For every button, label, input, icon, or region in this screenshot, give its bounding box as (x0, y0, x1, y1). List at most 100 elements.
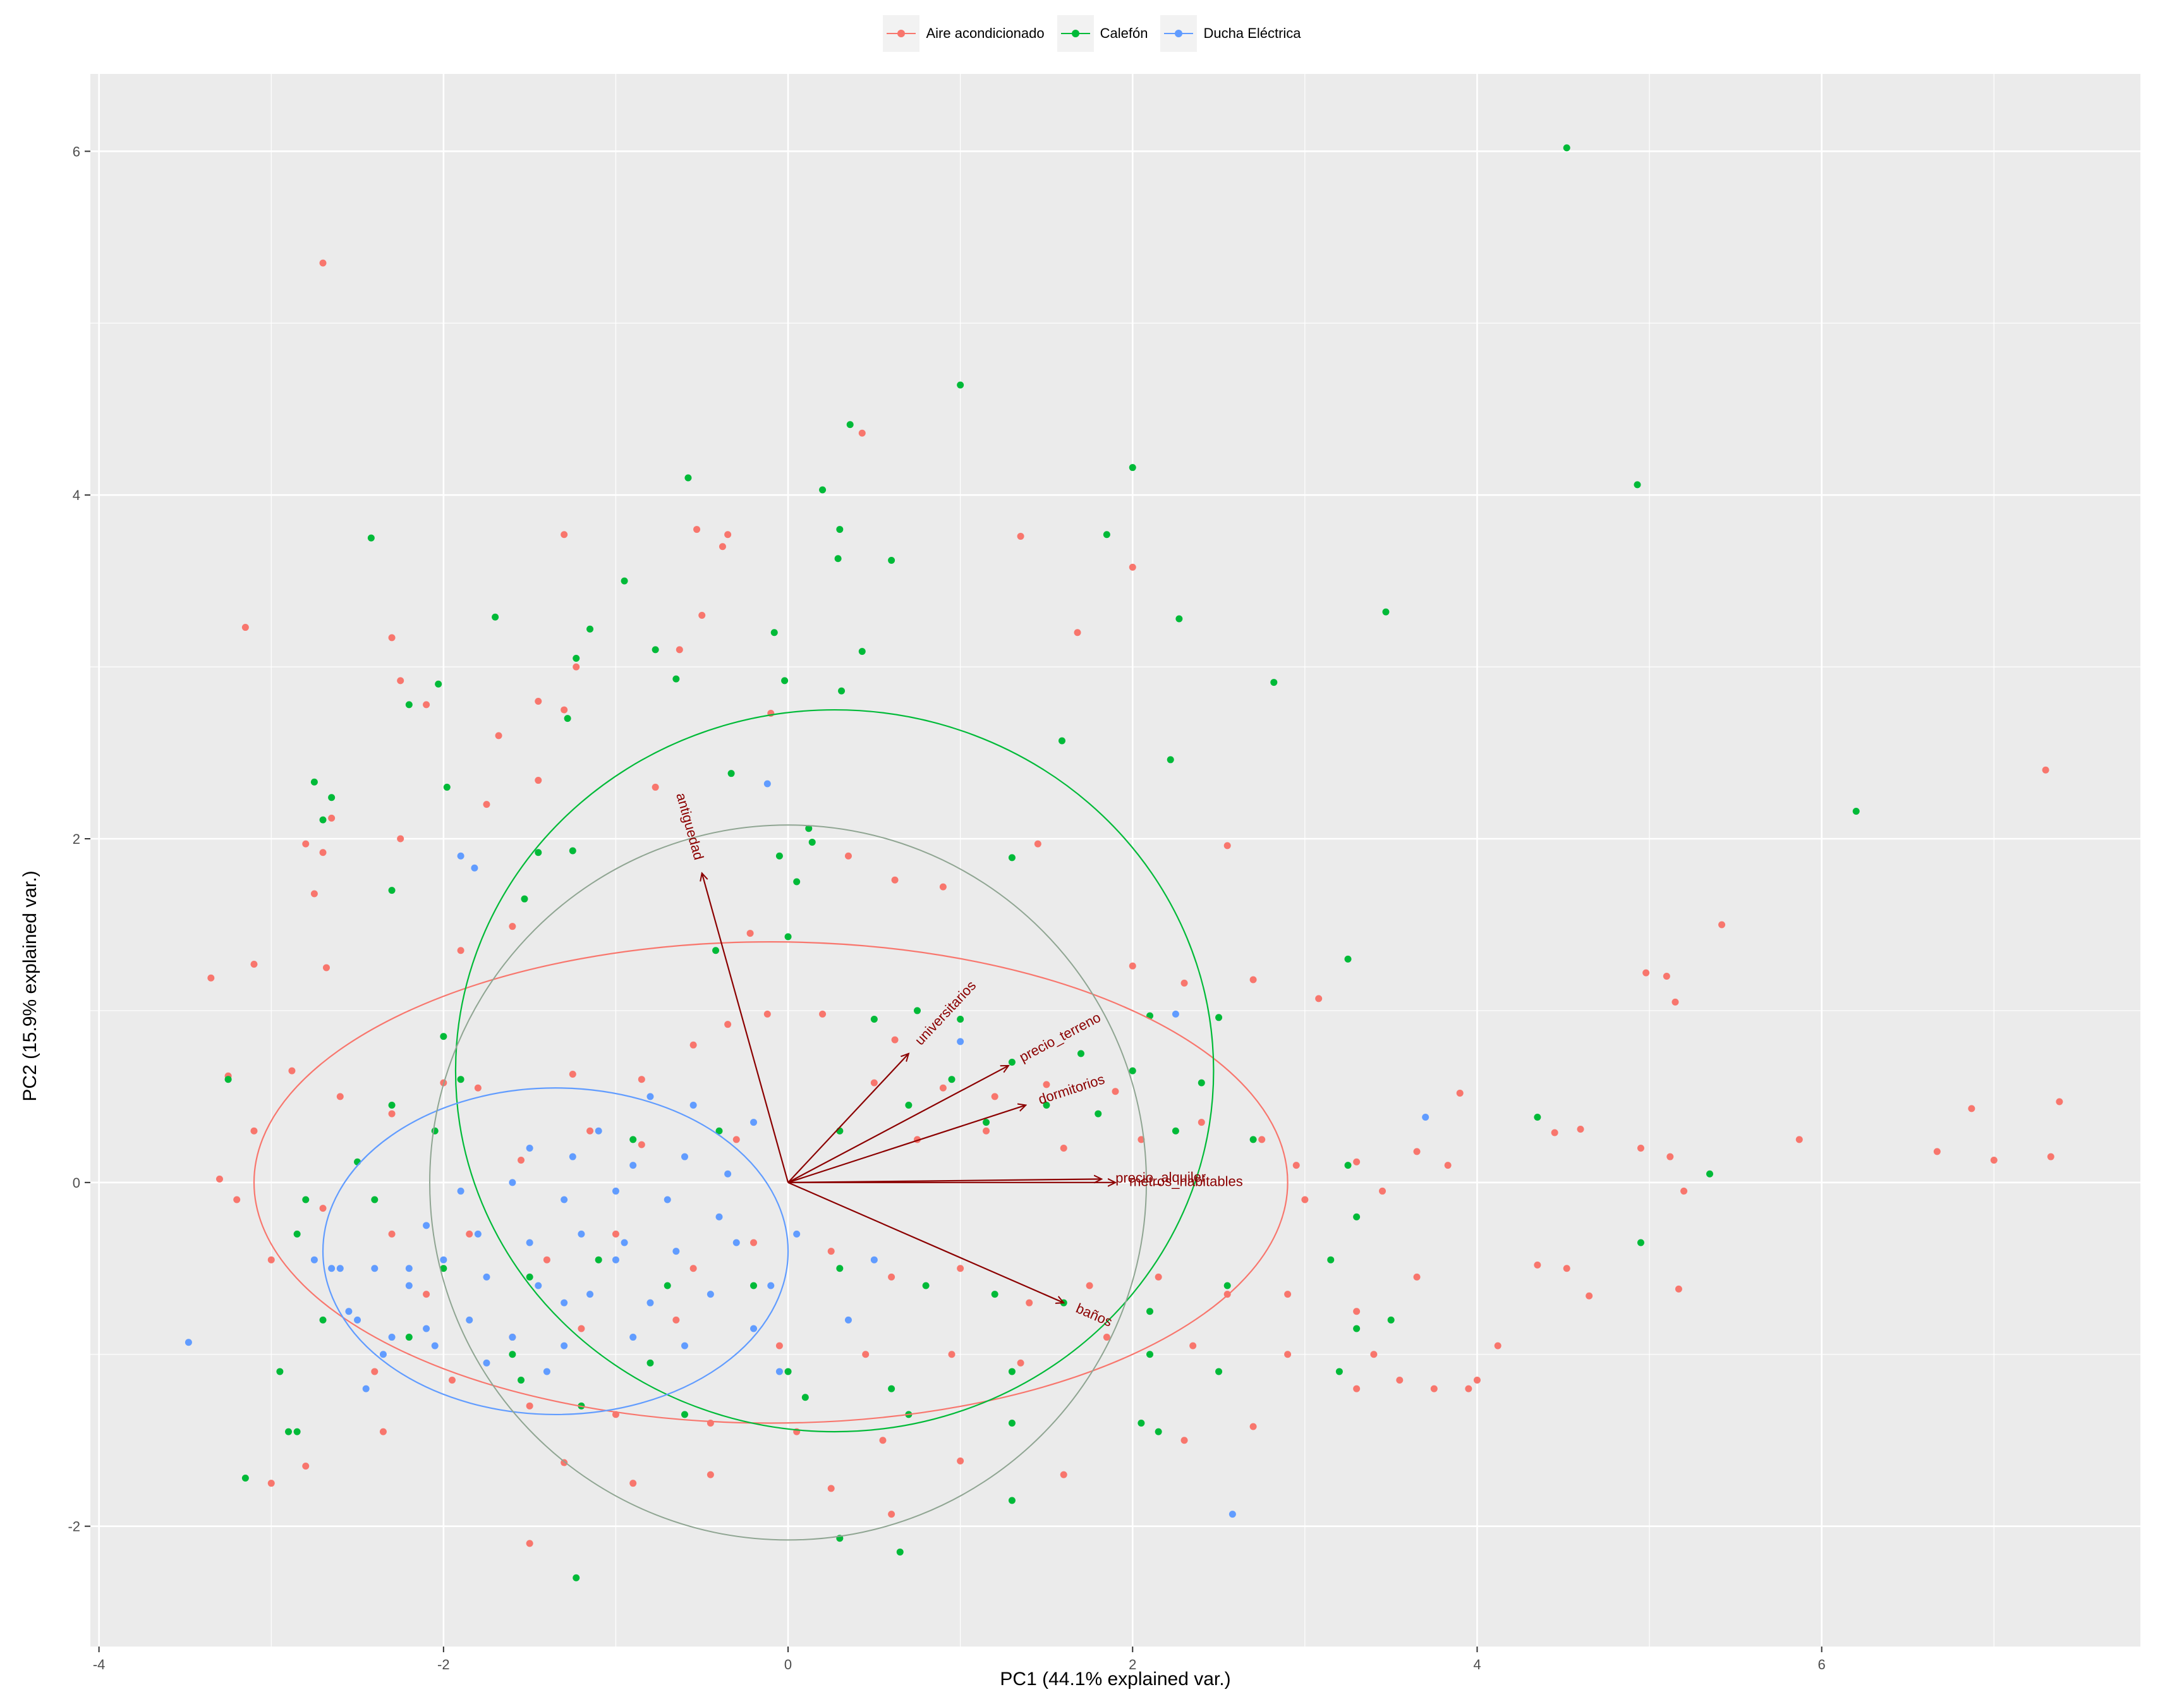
point-calefon (784, 933, 792, 941)
point-calefon (1852, 808, 1860, 815)
point-aire-acondicionado (775, 1342, 783, 1349)
point-calefon (652, 646, 659, 654)
point-calefon (1167, 756, 1174, 764)
point-aire-acondicionado (891, 876, 899, 884)
point-calefon (1344, 1162, 1352, 1169)
point-aire-acondicionado (750, 1239, 758, 1246)
point-aire-acondicionado (250, 961, 258, 968)
y-tick-label: 6 (73, 143, 80, 159)
point-ducha-electrica (483, 1273, 490, 1281)
point-calefon (775, 852, 783, 860)
point-aire-acondicionado (336, 1093, 344, 1100)
point-aire-acondicionado (250, 1127, 258, 1135)
point-aire-acondicionado (578, 1325, 585, 1332)
point-calefon (1008, 1420, 1016, 1427)
point-aire-acondicionado (844, 852, 852, 860)
point-calefon (241, 1475, 249, 1482)
point-ducha-electrica (474, 1230, 482, 1238)
point-aire-acondicionado (879, 1437, 887, 1444)
point-aire-acondicionado (267, 1256, 275, 1264)
point-calefon (388, 1101, 396, 1109)
point-ducha-electrica (707, 1291, 714, 1298)
point-calefon (1043, 1101, 1050, 1109)
point-calefon (805, 825, 813, 832)
point-ducha-electrica (483, 1359, 490, 1367)
point-ducha-electrica (471, 864, 478, 872)
y-tick-label: 4 (73, 487, 80, 503)
point-calefon (1008, 854, 1016, 862)
point-aire-acondicionado (858, 429, 866, 437)
point-calefon (1138, 1420, 1145, 1427)
point-calefon (846, 421, 854, 429)
point-aire-acondicionado (1413, 1273, 1421, 1281)
point-calefon (509, 1351, 516, 1358)
point-calefon (276, 1368, 284, 1375)
point-ducha-electrica (345, 1308, 353, 1315)
point-ducha-electrica (767, 1282, 775, 1289)
point-calefon (957, 1016, 964, 1023)
point-calefon (914, 1007, 921, 1014)
point-aire-acondicionado (1396, 1377, 1404, 1384)
point-calefon (836, 1127, 844, 1135)
loading-label-precio-alquiler: precio_alquiler (1115, 1169, 1206, 1186)
point-calefon (1270, 679, 1278, 686)
point-aire-acondicionado (1968, 1105, 1975, 1112)
point-calefon (834, 555, 842, 563)
point-calefon (629, 1136, 637, 1143)
point-aire-acondicionado (888, 1511, 895, 1518)
point-ducha-electrica (336, 1265, 344, 1272)
point-aire-acondicionado (1353, 1158, 1361, 1166)
point-aire-acondicionado (698, 612, 706, 619)
point-calefon (354, 1158, 361, 1166)
point-ducha-electrica (681, 1153, 688, 1160)
point-calefon (1198, 1079, 1205, 1087)
point-aire-acondicionado (423, 1291, 430, 1298)
point-calefon (1353, 1213, 1361, 1221)
point-aire-acondicionado (457, 947, 464, 954)
point-aire-acondicionado (1129, 563, 1136, 571)
point-calefon (1327, 1256, 1335, 1264)
point-ducha-electrica (646, 1299, 654, 1306)
point-ducha-electrica (543, 1368, 550, 1375)
point-calefon (819, 486, 827, 494)
point-calefon (586, 625, 594, 633)
point-ducha-electrica (354, 1316, 361, 1324)
point-calefon (1637, 1239, 1644, 1246)
point-calefon (1534, 1114, 1541, 1121)
point-ducha-electrica (310, 1256, 318, 1264)
point-calefon (836, 1265, 844, 1272)
point-ducha-electrica (509, 1179, 516, 1186)
point-aire-acondicionado (1284, 1351, 1292, 1358)
point-aire-acondicionado (827, 1248, 835, 1255)
point-aire-acondicionado (672, 1316, 680, 1324)
point-aire-acondicionado (1494, 1342, 1502, 1349)
point-calefon (888, 1385, 895, 1392)
x-tick-label: -4 (93, 1657, 106, 1672)
point-aire-acondicionado (1292, 1162, 1300, 1169)
point-calefon (457, 1076, 464, 1083)
point-aire-acondicionado (1155, 1273, 1162, 1281)
point-calefon (957, 381, 964, 389)
point-aire-acondicionado (1353, 1385, 1361, 1392)
point-aire-acondicionado (1680, 1187, 1688, 1195)
point-aire-acondicionado (746, 930, 754, 937)
x-tick-label: 6 (1818, 1657, 1826, 1672)
point-calefon (1175, 615, 1183, 623)
point-aire-acondicionado (388, 1230, 396, 1238)
point-aire-acondicionado (629, 1480, 637, 1487)
point-aire-acondicionado (2042, 766, 2049, 774)
point-calefon (983, 1119, 990, 1126)
point-calefon (1172, 1127, 1179, 1135)
point-calefon (573, 1574, 580, 1581)
point-aire-acondicionado (319, 849, 327, 856)
point-ducha-electrica (379, 1351, 387, 1358)
point-ducha-electrica (535, 1282, 542, 1289)
point-aire-acondicionado (1189, 1342, 1197, 1349)
point-calefon (621, 577, 628, 585)
point-ducha-electrica (750, 1119, 758, 1126)
point-ducha-electrica (724, 1170, 732, 1178)
point-aire-acondicionado (1586, 1292, 1593, 1300)
point-calefon (310, 778, 318, 786)
point-ducha-electrica (586, 1291, 594, 1298)
point-ducha-electrica (457, 1187, 464, 1195)
